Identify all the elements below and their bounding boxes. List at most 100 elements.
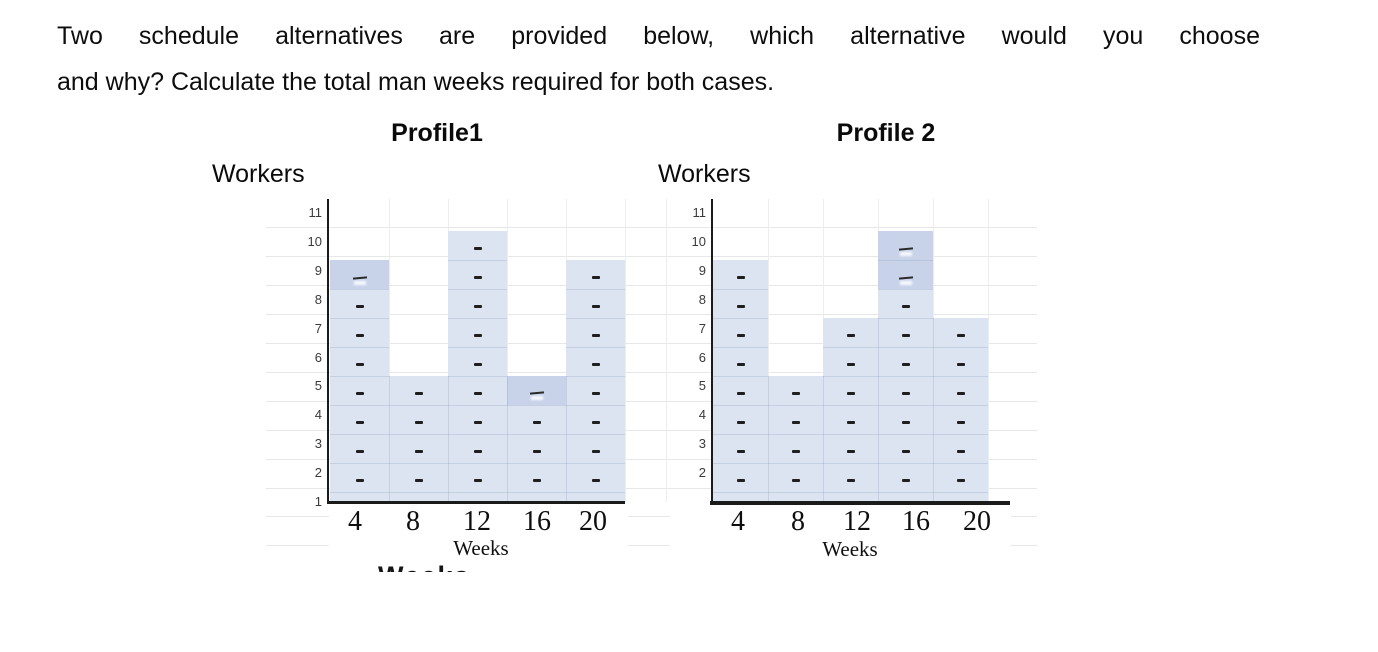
x-tick-label: 4 (731, 506, 745, 537)
cell-dash (473, 478, 482, 482)
bar-cell-separator (768, 462, 823, 464)
chart1-y-axis-title: Workers (212, 160, 305, 188)
cell-dash (591, 420, 600, 424)
bar-cell-separator (713, 404, 768, 406)
x-axis-line (710, 501, 1010, 505)
bar-cell-separator (713, 462, 768, 464)
grid-col-line (988, 199, 989, 502)
y-axis-line (327, 199, 329, 504)
grid-row-line (266, 285, 1037, 287)
y-tick-label: 1 (314, 494, 322, 509)
bar-cell-separator (448, 347, 507, 349)
bar-cell-separator (768, 433, 823, 435)
x-tick-label: 8 (791, 506, 805, 537)
cell-dash (956, 363, 965, 366)
bar-cell-separator (933, 433, 988, 435)
bar (389, 375, 448, 503)
grid-row-line (266, 400, 1037, 402)
bar-cell-separator (448, 289, 507, 291)
cell-dash (846, 391, 855, 395)
cell-dash (591, 478, 600, 482)
cell-dash (355, 391, 364, 395)
bar-cell-separator (768, 404, 823, 406)
bar-cell-separator (330, 462, 389, 464)
cell-dash (736, 334, 745, 338)
bar-cell-separator (389, 433, 448, 435)
bar-cell-separator (823, 375, 878, 377)
bar-cell-separator (330, 433, 389, 435)
cropped-weeks-text: Weeks (378, 562, 484, 572)
bar-cell-separator (713, 318, 768, 320)
cell-dash (532, 478, 541, 482)
bar-cell-separator (878, 347, 933, 349)
cell-dash (736, 420, 745, 424)
bar-cell-separator (330, 318, 389, 320)
y-tick-label: 8 (698, 291, 706, 307)
cell-dash (355, 420, 364, 424)
bar-column-separator (507, 375, 508, 502)
cell-dash (956, 334, 965, 338)
grid-row-line (266, 545, 329, 547)
bar-column-separator (566, 375, 567, 502)
bar (566, 260, 625, 503)
cell-dash (414, 420, 423, 424)
cell-dash (736, 449, 745, 453)
y-tick-label: 10 (691, 233, 706, 249)
cell-dash (956, 391, 965, 395)
y-tick-label: 3 (698, 436, 706, 452)
grid-row-line (266, 487, 1037, 489)
x-tick-label: 12 (843, 506, 871, 537)
chart1-title: Profile1 (391, 119, 483, 147)
x-tick-label: 8 (406, 506, 420, 537)
x-axis-line (328, 501, 625, 504)
bar-cell-separator (713, 491, 768, 493)
cell-dash (473, 276, 482, 280)
cell-dash (791, 420, 800, 424)
y-tick-label: 4 (698, 407, 706, 423)
cell-dash (846, 449, 855, 453)
grid-row-line (266, 343, 1037, 345)
cell-dash (901, 420, 910, 424)
chart2-y-axis-title: Workers (658, 160, 751, 188)
y-tick-label: 5 (698, 378, 706, 394)
chart2-title: Profile 2 (836, 119, 936, 147)
bar-cell-separator (566, 289, 625, 291)
bar-cell-separator (448, 462, 507, 464)
bar-cell-separator (448, 404, 507, 406)
bar-cell-separator (566, 375, 625, 377)
bar-cell-separator (823, 462, 878, 464)
grid-col-line (507, 199, 508, 502)
bar-cell-separator (933, 375, 988, 377)
cell-dash-smudge (353, 280, 366, 285)
cell-dash (473, 420, 482, 424)
cell-dash (532, 420, 541, 424)
bar-cell-separator (566, 347, 625, 349)
bar-column-separator (823, 375, 824, 502)
cell-dash (846, 334, 855, 338)
cell-dash (736, 305, 745, 309)
cell-dash (846, 420, 855, 424)
bar-cell-separator (933, 491, 988, 493)
y-tick-label: 4 (314, 407, 322, 423)
grid-row-line (266, 227, 1037, 229)
bar-cell-separator (389, 404, 448, 406)
bar-cell-separator (389, 462, 448, 464)
bar-cell-separator (878, 404, 933, 406)
bar-cell-separator (566, 462, 625, 464)
cell-dash (901, 449, 910, 453)
bar-cell-separator (823, 347, 878, 349)
bar-cell-separator (448, 318, 507, 320)
cell-dash (591, 276, 600, 280)
bar-cell-separator (330, 347, 389, 349)
cell-dash-smudge (530, 396, 543, 401)
grid-row-line (266, 371, 1037, 373)
bar-cell-separator (878, 260, 933, 262)
grid-row-line (628, 545, 670, 547)
cell-dash (473, 363, 482, 366)
cell-dash (414, 449, 423, 453)
bar-cell-separator (713, 347, 768, 349)
bar-column-separator (768, 375, 769, 502)
cell-dash (736, 363, 745, 366)
cell-dash (736, 276, 745, 280)
cell-dash (846, 363, 855, 366)
